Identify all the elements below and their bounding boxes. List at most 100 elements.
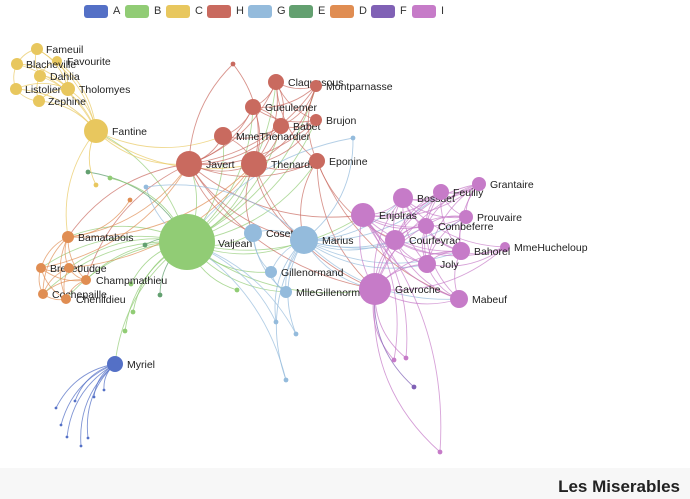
node-circle[interactable] bbox=[61, 294, 71, 304]
node-circle[interactable] bbox=[459, 210, 473, 224]
node-montparnasse[interactable]: Montparnasse bbox=[310, 80, 393, 93]
small-node-9[interactable] bbox=[234, 287, 240, 293]
node-feuilly[interactable]: Feuilly bbox=[433, 184, 484, 200]
node-circle[interactable] bbox=[418, 218, 434, 234]
legend-item-e[interactable]: E bbox=[289, 3, 325, 19]
small-node-5[interactable] bbox=[93, 182, 99, 188]
node-joly[interactable]: Joly bbox=[418, 255, 459, 273]
small-node-19[interactable] bbox=[59, 423, 63, 427]
node-bamatabois[interactable]: Bamatabois bbox=[62, 231, 133, 244]
node-myriel[interactable]: Myriel bbox=[107, 356, 155, 372]
node-circle[interactable] bbox=[52, 56, 62, 66]
node-favourite[interactable]: Favourite bbox=[52, 56, 111, 68]
legend-item-d[interactable]: D bbox=[330, 3, 367, 19]
node-circle[interactable] bbox=[244, 224, 262, 242]
node-circle[interactable] bbox=[64, 263, 74, 273]
small-node-18[interactable] bbox=[54, 406, 58, 410]
node-circle[interactable] bbox=[81, 275, 91, 285]
node-bahorel[interactable]: Bahorel bbox=[452, 242, 510, 260]
node-judge[interactable]: Judge bbox=[64, 263, 107, 275]
small-node-3[interactable] bbox=[85, 169, 91, 175]
node-circle[interactable] bbox=[176, 151, 202, 177]
node-circle[interactable] bbox=[359, 273, 391, 305]
small-node-2[interactable] bbox=[127, 197, 133, 203]
small-node-12[interactable] bbox=[283, 377, 289, 383]
node-circle[interactable] bbox=[245, 99, 261, 115]
node-enjolras[interactable]: Enjolras bbox=[351, 203, 417, 227]
node-circle[interactable] bbox=[418, 255, 436, 273]
small-node-23[interactable] bbox=[102, 388, 106, 392]
node-eponine[interactable]: Eponine bbox=[309, 153, 368, 169]
node-circle[interactable] bbox=[310, 80, 322, 92]
node-circle[interactable] bbox=[351, 203, 375, 227]
node-circle[interactable] bbox=[280, 286, 292, 298]
node-circle[interactable] bbox=[393, 188, 413, 208]
small-node-25[interactable] bbox=[79, 444, 83, 448]
small-node-13[interactable] bbox=[350, 135, 356, 141]
node-champmathieu[interactable]: Champmathieu bbox=[81, 275, 167, 287]
small-node-22[interactable] bbox=[92, 395, 96, 399]
node-circle[interactable] bbox=[450, 290, 468, 308]
node-circle[interactable] bbox=[452, 242, 470, 260]
node-circle[interactable] bbox=[36, 263, 46, 273]
node-gillenormand[interactable]: Gillenormand bbox=[265, 266, 344, 279]
node-gueulemer[interactable]: Gueulemer bbox=[245, 99, 317, 115]
node-grantaire[interactable]: Grantaire bbox=[472, 177, 534, 191]
node-gavroche[interactable]: Gavroche bbox=[359, 273, 441, 305]
node-courfeyrac[interactable]: Courfeyrac bbox=[385, 230, 460, 250]
node-fantine[interactable]: Fantine bbox=[84, 119, 147, 143]
node-circle[interactable] bbox=[214, 127, 232, 145]
small-node-0[interactable] bbox=[230, 61, 236, 67]
node-circle[interactable] bbox=[62, 231, 74, 243]
node-circle[interactable] bbox=[107, 356, 123, 372]
node-circle[interactable] bbox=[61, 82, 75, 96]
small-node-6[interactable] bbox=[128, 281, 134, 287]
node-mmethenardier[interactable]: MmeThenardier bbox=[214, 127, 311, 145]
node-circle[interactable] bbox=[11, 58, 23, 70]
small-node-7[interactable] bbox=[130, 309, 136, 315]
node-circle[interactable] bbox=[265, 266, 277, 278]
small-node-20[interactable] bbox=[73, 399, 77, 403]
legend-item-h[interactable]: H bbox=[207, 3, 244, 19]
small-node-27[interactable] bbox=[157, 292, 163, 298]
node-circle[interactable] bbox=[31, 43, 43, 55]
node-circle[interactable] bbox=[385, 230, 405, 250]
node-circle[interactable] bbox=[241, 151, 267, 177]
small-node-10[interactable] bbox=[273, 319, 279, 325]
small-node-11[interactable] bbox=[293, 331, 299, 337]
node-circle[interactable] bbox=[84, 119, 108, 143]
node-fameuil[interactable]: Fameuil bbox=[31, 43, 83, 56]
node-circle[interactable] bbox=[273, 118, 289, 134]
node-prouvaire[interactable]: Prouvaire bbox=[459, 210, 522, 224]
small-node-17[interactable] bbox=[437, 449, 443, 455]
node-circle[interactable] bbox=[33, 95, 45, 107]
node-circle[interactable] bbox=[38, 289, 48, 299]
node-mmehucheloup[interactable]: MmeHucheloup bbox=[500, 242, 588, 254]
small-node-26[interactable] bbox=[142, 242, 148, 248]
legend-item-i[interactable]: I bbox=[412, 3, 444, 19]
small-node-14[interactable] bbox=[391, 357, 397, 363]
small-node-1[interactable] bbox=[143, 184, 149, 190]
node-mabeuf[interactable]: Mabeuf bbox=[450, 290, 507, 308]
node-circle[interactable] bbox=[10, 83, 22, 95]
node-circle[interactable] bbox=[34, 70, 46, 82]
node-circle[interactable] bbox=[500, 242, 510, 252]
legend-item-f[interactable]: F bbox=[371, 3, 407, 19]
small-node-4[interactable] bbox=[107, 175, 113, 181]
legend-item-c[interactable]: C bbox=[166, 3, 203, 19]
node-javert[interactable]: Javert bbox=[176, 151, 235, 177]
small-node-16[interactable] bbox=[411, 384, 417, 390]
node-dahlia[interactable]: Dahlia bbox=[34, 70, 80, 83]
node-circle[interactable] bbox=[159, 214, 215, 270]
node-combeferre[interactable]: Combeferre bbox=[418, 218, 494, 234]
small-node-15[interactable] bbox=[403, 355, 409, 361]
legend-item-b[interactable]: B bbox=[125, 3, 161, 19]
node-circle[interactable] bbox=[290, 226, 318, 254]
legend-item-a[interactable]: A bbox=[84, 3, 120, 19]
small-node-21[interactable] bbox=[86, 436, 90, 440]
node-zephine[interactable]: Zephine bbox=[33, 95, 86, 108]
legend-item-g[interactable]: G bbox=[248, 3, 286, 19]
node-circle[interactable] bbox=[472, 177, 486, 191]
small-node-8[interactable] bbox=[122, 328, 128, 334]
node-valjean[interactable]: Valjean bbox=[159, 214, 252, 270]
